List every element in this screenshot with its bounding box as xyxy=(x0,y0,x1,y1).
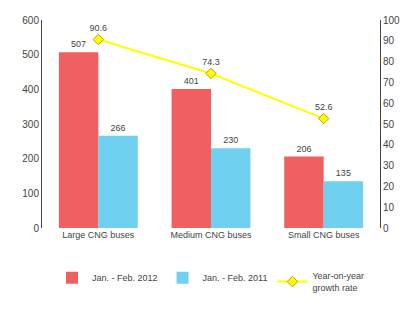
svg-text:60: 60 xyxy=(383,98,395,109)
svg-text:100: 100 xyxy=(383,15,400,26)
svg-text:90: 90 xyxy=(383,35,395,46)
svg-text:400: 400 xyxy=(22,84,39,95)
svg-text:100: 100 xyxy=(22,188,39,199)
svg-text:266: 266 xyxy=(111,123,126,133)
svg-text:600: 600 xyxy=(22,15,39,26)
svg-text:206: 206 xyxy=(296,144,311,154)
svg-text:80: 80 xyxy=(383,56,395,67)
svg-text:230: 230 xyxy=(223,135,238,145)
svg-text:30: 30 xyxy=(383,160,395,171)
svg-text:Jan. - Feb. 2012: Jan. - Feb. 2012 xyxy=(92,273,158,283)
svg-text:74.3: 74.3 xyxy=(202,57,220,67)
svg-text:20: 20 xyxy=(383,181,395,192)
svg-text:300: 300 xyxy=(22,119,39,130)
svg-text:52.6: 52.6 xyxy=(315,102,333,112)
svg-text:0: 0 xyxy=(33,223,39,234)
svg-text:500: 500 xyxy=(22,49,39,60)
svg-text:Small CNG buses: Small CNG buses xyxy=(288,230,360,240)
svg-text:200: 200 xyxy=(22,153,39,164)
svg-text:507: 507 xyxy=(71,39,86,49)
svg-text:Medium CNG buses: Medium CNG buses xyxy=(170,230,252,240)
svg-text:10: 10 xyxy=(383,202,395,213)
svg-text:40: 40 xyxy=(383,139,395,150)
svg-text:50: 50 xyxy=(383,119,395,130)
svg-text:70: 70 xyxy=(383,77,395,88)
svg-text:135: 135 xyxy=(336,168,351,178)
svg-text:0: 0 xyxy=(383,223,389,234)
svg-text:401: 401 xyxy=(184,76,199,86)
svg-text:90.6: 90.6 xyxy=(90,23,108,33)
svg-text:Jan. - Feb. 2011: Jan. - Feb. 2011 xyxy=(203,273,268,283)
svg-text:Year-on-yeargrowth rate: Year-on-yeargrowth rate xyxy=(312,271,364,293)
svg-text:Large CNG buses: Large CNG buses xyxy=(62,230,135,240)
